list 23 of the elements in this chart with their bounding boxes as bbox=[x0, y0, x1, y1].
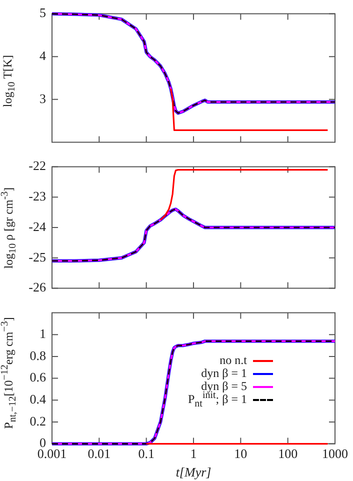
y-tick-label: 0.4 bbox=[30, 392, 46, 407]
legend-label: dyn β = 5 bbox=[201, 379, 247, 393]
legend-label: no n.t bbox=[220, 353, 247, 367]
y-tick-label: -25 bbox=[28, 249, 46, 264]
x-tick-label: 100 bbox=[278, 446, 298, 462]
y-tick-label: 0.6 bbox=[30, 370, 46, 385]
y-tick-label: 1 bbox=[40, 326, 46, 342]
y-tick-label: -26 bbox=[28, 280, 46, 295]
y-tick-label: 5 bbox=[40, 5, 46, 20]
y-tick-label: -24 bbox=[28, 218, 46, 234]
y-tick-label: 0.8 bbox=[30, 348, 46, 363]
legend-label: dyn β = 1 bbox=[201, 366, 247, 380]
y-tick-label: 0.2 bbox=[30, 413, 46, 428]
y-tick-label: 3 bbox=[40, 90, 46, 106]
x-tick-label: 10 bbox=[234, 446, 248, 462]
x-tick-label: 0.01 bbox=[88, 446, 111, 462]
y-tick-label: -23 bbox=[28, 188, 46, 204]
y-tick-label: -22 bbox=[28, 158, 46, 174]
x-tick-label: 1 bbox=[190, 446, 197, 462]
x-axis-title: t[Myr] bbox=[176, 464, 212, 480]
x-tick-label: 1000 bbox=[322, 446, 348, 462]
y-tick-label: 4 bbox=[40, 48, 46, 64]
x-tick-label: 0.1 bbox=[138, 446, 154, 462]
